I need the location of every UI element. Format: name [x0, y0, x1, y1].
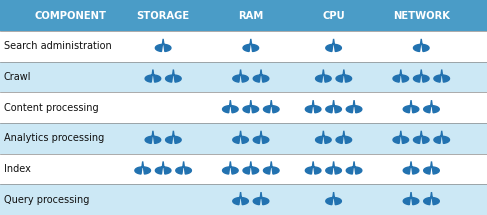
Polygon shape [424, 192, 439, 205]
Polygon shape [263, 100, 279, 113]
Polygon shape [316, 69, 331, 82]
Polygon shape [326, 39, 341, 51]
Polygon shape [263, 161, 279, 174]
Polygon shape [413, 131, 429, 143]
Polygon shape [253, 192, 269, 205]
Polygon shape [393, 131, 409, 143]
Polygon shape [145, 69, 161, 82]
Polygon shape [223, 161, 238, 174]
Polygon shape [403, 192, 419, 205]
Polygon shape [336, 131, 352, 143]
FancyBboxPatch shape [0, 92, 487, 123]
Text: Query processing: Query processing [4, 195, 89, 205]
Polygon shape [393, 69, 409, 82]
Text: Search administration: Search administration [4, 41, 112, 52]
FancyBboxPatch shape [0, 0, 487, 31]
Polygon shape [434, 69, 450, 82]
Polygon shape [243, 100, 259, 113]
Polygon shape [243, 39, 259, 51]
Polygon shape [316, 131, 331, 143]
Text: Index: Index [4, 164, 31, 174]
Polygon shape [434, 131, 450, 143]
Polygon shape [166, 131, 181, 143]
Polygon shape [326, 100, 341, 113]
FancyBboxPatch shape [0, 154, 487, 184]
Polygon shape [233, 131, 248, 143]
Polygon shape [155, 161, 171, 174]
Text: NETWORK: NETWORK [393, 11, 450, 21]
FancyBboxPatch shape [0, 62, 487, 92]
Polygon shape [253, 69, 269, 82]
Text: Crawl: Crawl [4, 72, 31, 82]
Polygon shape [253, 131, 269, 143]
Polygon shape [326, 161, 341, 174]
Text: COMPONENT: COMPONENT [35, 11, 107, 21]
Polygon shape [243, 161, 259, 174]
Polygon shape [424, 100, 439, 113]
Polygon shape [336, 69, 352, 82]
Polygon shape [403, 161, 419, 174]
Polygon shape [166, 69, 181, 82]
Polygon shape [223, 100, 238, 113]
Polygon shape [305, 100, 321, 113]
Polygon shape [326, 192, 341, 205]
Polygon shape [145, 131, 161, 143]
Polygon shape [233, 192, 248, 205]
FancyBboxPatch shape [0, 184, 487, 215]
Polygon shape [176, 161, 191, 174]
Text: Analytics processing: Analytics processing [4, 133, 104, 143]
Polygon shape [135, 161, 150, 174]
Polygon shape [346, 100, 362, 113]
Polygon shape [403, 100, 419, 113]
FancyBboxPatch shape [0, 31, 487, 62]
Polygon shape [346, 161, 362, 174]
Text: CPU: CPU [322, 11, 345, 21]
Polygon shape [305, 161, 321, 174]
Text: RAM: RAM [238, 11, 263, 21]
Polygon shape [413, 69, 429, 82]
Polygon shape [233, 69, 248, 82]
Polygon shape [413, 39, 429, 51]
Polygon shape [424, 161, 439, 174]
Polygon shape [155, 39, 171, 51]
FancyBboxPatch shape [0, 123, 487, 154]
Text: STORAGE: STORAGE [136, 11, 190, 21]
Text: Content processing: Content processing [4, 103, 98, 113]
